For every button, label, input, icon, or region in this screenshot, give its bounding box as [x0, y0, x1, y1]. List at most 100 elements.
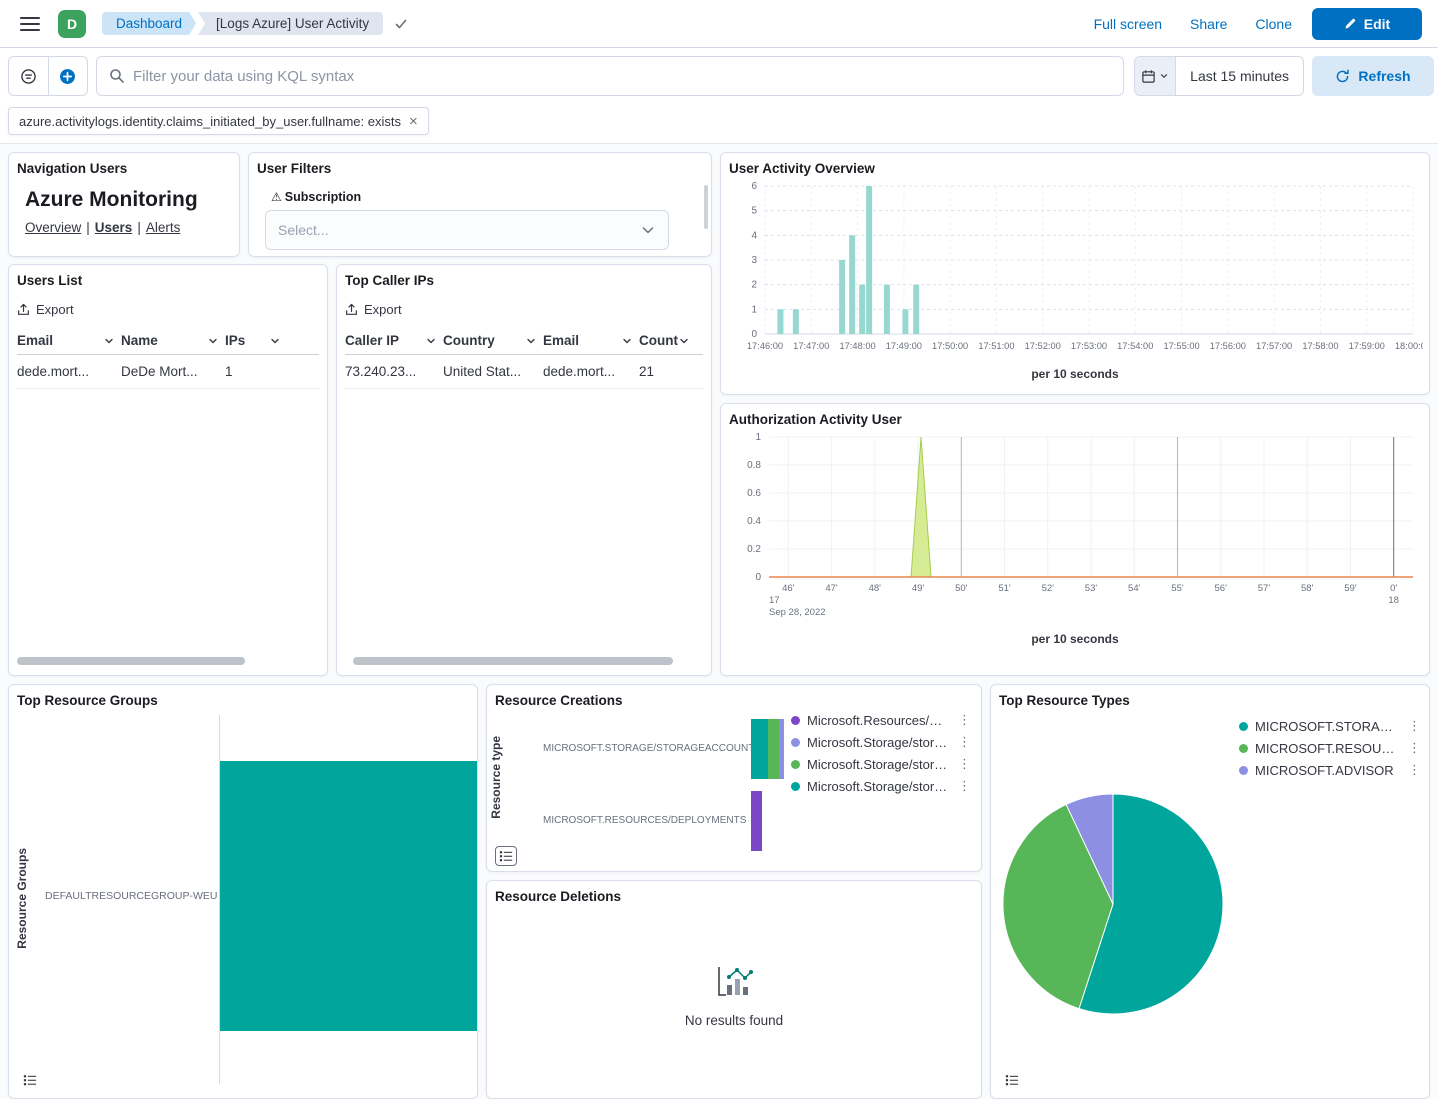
- legend-label[interactable]: Microsoft.Resources/de...: [807, 712, 949, 728]
- export-button[interactable]: Export: [345, 302, 402, 317]
- search-input[interactable]: [133, 67, 1111, 85]
- column-header-caller-ip[interactable]: Caller IP: [345, 327, 443, 354]
- legend-label[interactable]: MICROSOFT.RESOURCE...: [1255, 740, 1399, 756]
- legend-label[interactable]: Microsoft.Storage/stora...: [807, 778, 949, 794]
- legend-action-menu-icon[interactable]: ⋮: [1408, 740, 1421, 755]
- svg-text:Sep 28, 2022: Sep 28, 2022: [769, 607, 826, 618]
- panel-top-resource-types: Top Resource Types MICROSOFT.STORAGE/...…: [990, 684, 1430, 1099]
- legend-action-menu-icon[interactable]: ⋮: [958, 712, 971, 727]
- filter-pill[interactable]: azure.activitylogs.identity.claims_initi…: [8, 107, 429, 135]
- refresh-button[interactable]: Refresh: [1312, 56, 1434, 96]
- panel-title: User Filters: [257, 161, 332, 176]
- activity-bar[interactable]: [777, 309, 784, 334]
- clone-link[interactable]: Clone: [1255, 15, 1292, 32]
- scrollbar-thumb[interactable]: [704, 185, 708, 229]
- select-placeholder: Select...: [278, 222, 329, 238]
- nav-link-overview[interactable]: Overview: [25, 220, 82, 235]
- markdown-links: Overview | Users | Alerts: [25, 220, 231, 235]
- auth-activity-spike[interactable]: [910, 436, 932, 578]
- sort-chevron-icon[interactable]: [678, 335, 690, 347]
- column-header-country[interactable]: Country: [443, 327, 543, 354]
- svg-text:54': 54': [1128, 583, 1141, 594]
- chevron-down-icon: [642, 227, 654, 234]
- panel-title: Authorization Activity User: [729, 412, 902, 427]
- export-button[interactable]: Export: [17, 302, 74, 317]
- column-header-ips[interactable]: IPs: [225, 327, 287, 354]
- legend-item: Microsoft.Storage/stora... ⋮: [791, 753, 973, 775]
- activity-bar[interactable]: [839, 260, 846, 334]
- table-header-row: Email Name IPs: [17, 327, 319, 355]
- legend-toggle-button[interactable]: [1001, 1070, 1023, 1090]
- legend-action-menu-icon[interactable]: ⋮: [958, 734, 971, 749]
- scrollbar-thumb[interactable]: [17, 657, 245, 665]
- pie-slice[interactable]: [1002, 803, 1114, 1010]
- activity-bar[interactable]: [849, 235, 856, 334]
- stacked-bar-segment[interactable]: [751, 791, 762, 851]
- sort-chevron-icon[interactable]: [525, 335, 537, 347]
- legend-action-menu-icon[interactable]: ⋮: [1408, 718, 1421, 733]
- table-cell: United Stat...: [443, 364, 522, 379]
- sort-chevron-icon[interactable]: [207, 335, 219, 347]
- edit-button[interactable]: Edit: [1312, 7, 1422, 40]
- export-label: Export: [36, 302, 74, 317]
- resource-groups-bar[interactable]: [220, 761, 477, 1031]
- category-label: DEFAULTRESOURCEGROUP-WEU: [45, 890, 218, 902]
- legend-action-menu-icon[interactable]: ⋮: [1408, 762, 1421, 777]
- nav-link-users[interactable]: Users: [94, 220, 133, 235]
- sort-chevron-icon[interactable]: [621, 335, 633, 347]
- svg-text:17:47:00: 17:47:00: [793, 341, 829, 351]
- sort-chevron-icon[interactable]: [103, 335, 115, 347]
- chart-caption: per 10 seconds: [1031, 367, 1119, 381]
- full-screen-link[interactable]: Full screen: [1093, 15, 1163, 32]
- activity-bar[interactable]: [859, 284, 866, 334]
- space-avatar[interactable]: D: [58, 9, 86, 38]
- column-header-email[interactable]: Email: [17, 327, 121, 354]
- legend-item: Microsoft.Resources/de... ⋮: [791, 709, 973, 731]
- legend-action-menu-icon[interactable]: ⋮: [958, 756, 971, 771]
- activity-bar[interactable]: [866, 186, 873, 334]
- stacked-bar-segment[interactable]: [767, 719, 779, 779]
- legend-label[interactable]: MICROSOFT.ADVISOR: [1255, 762, 1394, 778]
- activity-bar[interactable]: [792, 309, 799, 334]
- panel-resource-creations: Resource Creations Resource type MICROSO…: [486, 684, 982, 872]
- legend-toggle-button[interactable]: [19, 1070, 41, 1090]
- legend-item: Microsoft.Storage/stora... ⋮: [791, 731, 973, 753]
- stacked-bar-segment[interactable]: [778, 719, 784, 779]
- activity-bar[interactable]: [913, 284, 920, 334]
- stacked-bar-segment[interactable]: [751, 719, 768, 779]
- svg-text:49': 49': [912, 583, 925, 594]
- activity-bar[interactable]: [883, 284, 890, 334]
- legend-label[interactable]: MICROSOFT.STORAGE/...: [1255, 718, 1399, 734]
- nav-link-alerts[interactable]: Alerts: [145, 220, 181, 235]
- scrollbar-thumb[interactable]: [353, 657, 673, 665]
- filter-pill-label: azure.activitylogs.identity.claims_initi…: [19, 113, 401, 129]
- share-link[interactable]: Share: [1190, 15, 1228, 32]
- quick-select-button[interactable]: [1135, 57, 1177, 95]
- legend-action-menu-icon[interactable]: ⋮: [958, 778, 971, 793]
- chevron-down-icon: [1160, 74, 1168, 78]
- panel-title: Top Resource Types: [999, 693, 1130, 708]
- breadcrumb-dashboard[interactable]: Dashboard: [102, 12, 196, 35]
- column-header-email[interactable]: Email: [543, 327, 639, 354]
- legend-label[interactable]: Microsoft.Storage/stora...: [807, 756, 949, 772]
- sort-chevron-icon[interactable]: [425, 335, 437, 347]
- legend-toggle-button[interactable]: [495, 846, 517, 866]
- pie-slice[interactable]: [1065, 793, 1114, 905]
- subscription-select[interactable]: Select...: [265, 210, 669, 250]
- legend-label[interactable]: Microsoft.Storage/stora...: [807, 734, 949, 750]
- svg-text:53': 53': [1085, 583, 1098, 594]
- sort-chevron-icon[interactable]: [269, 335, 281, 347]
- svg-text:17:46:00: 17:46:00: [747, 341, 783, 351]
- column-header-count[interactable]: Count: [639, 327, 695, 354]
- stacked-bar: [751, 719, 784, 779]
- column-header-name[interactable]: Name: [121, 327, 225, 354]
- legend-color-dot: [1239, 765, 1248, 775]
- add-filter-button[interactable]: [47, 57, 87, 95]
- svg-text:17:58:00: 17:58:00: [1302, 341, 1338, 351]
- time-range-button[interactable]: Last 15 minutes: [1190, 68, 1289, 84]
- remove-filter-icon[interactable]: ×: [409, 112, 418, 130]
- menu-button[interactable]: [16, 10, 44, 38]
- activity-bar[interactable]: [902, 309, 909, 334]
- saved-query-menu-button[interactable]: [9, 57, 48, 95]
- pie-slice[interactable]: [1078, 793, 1224, 1015]
